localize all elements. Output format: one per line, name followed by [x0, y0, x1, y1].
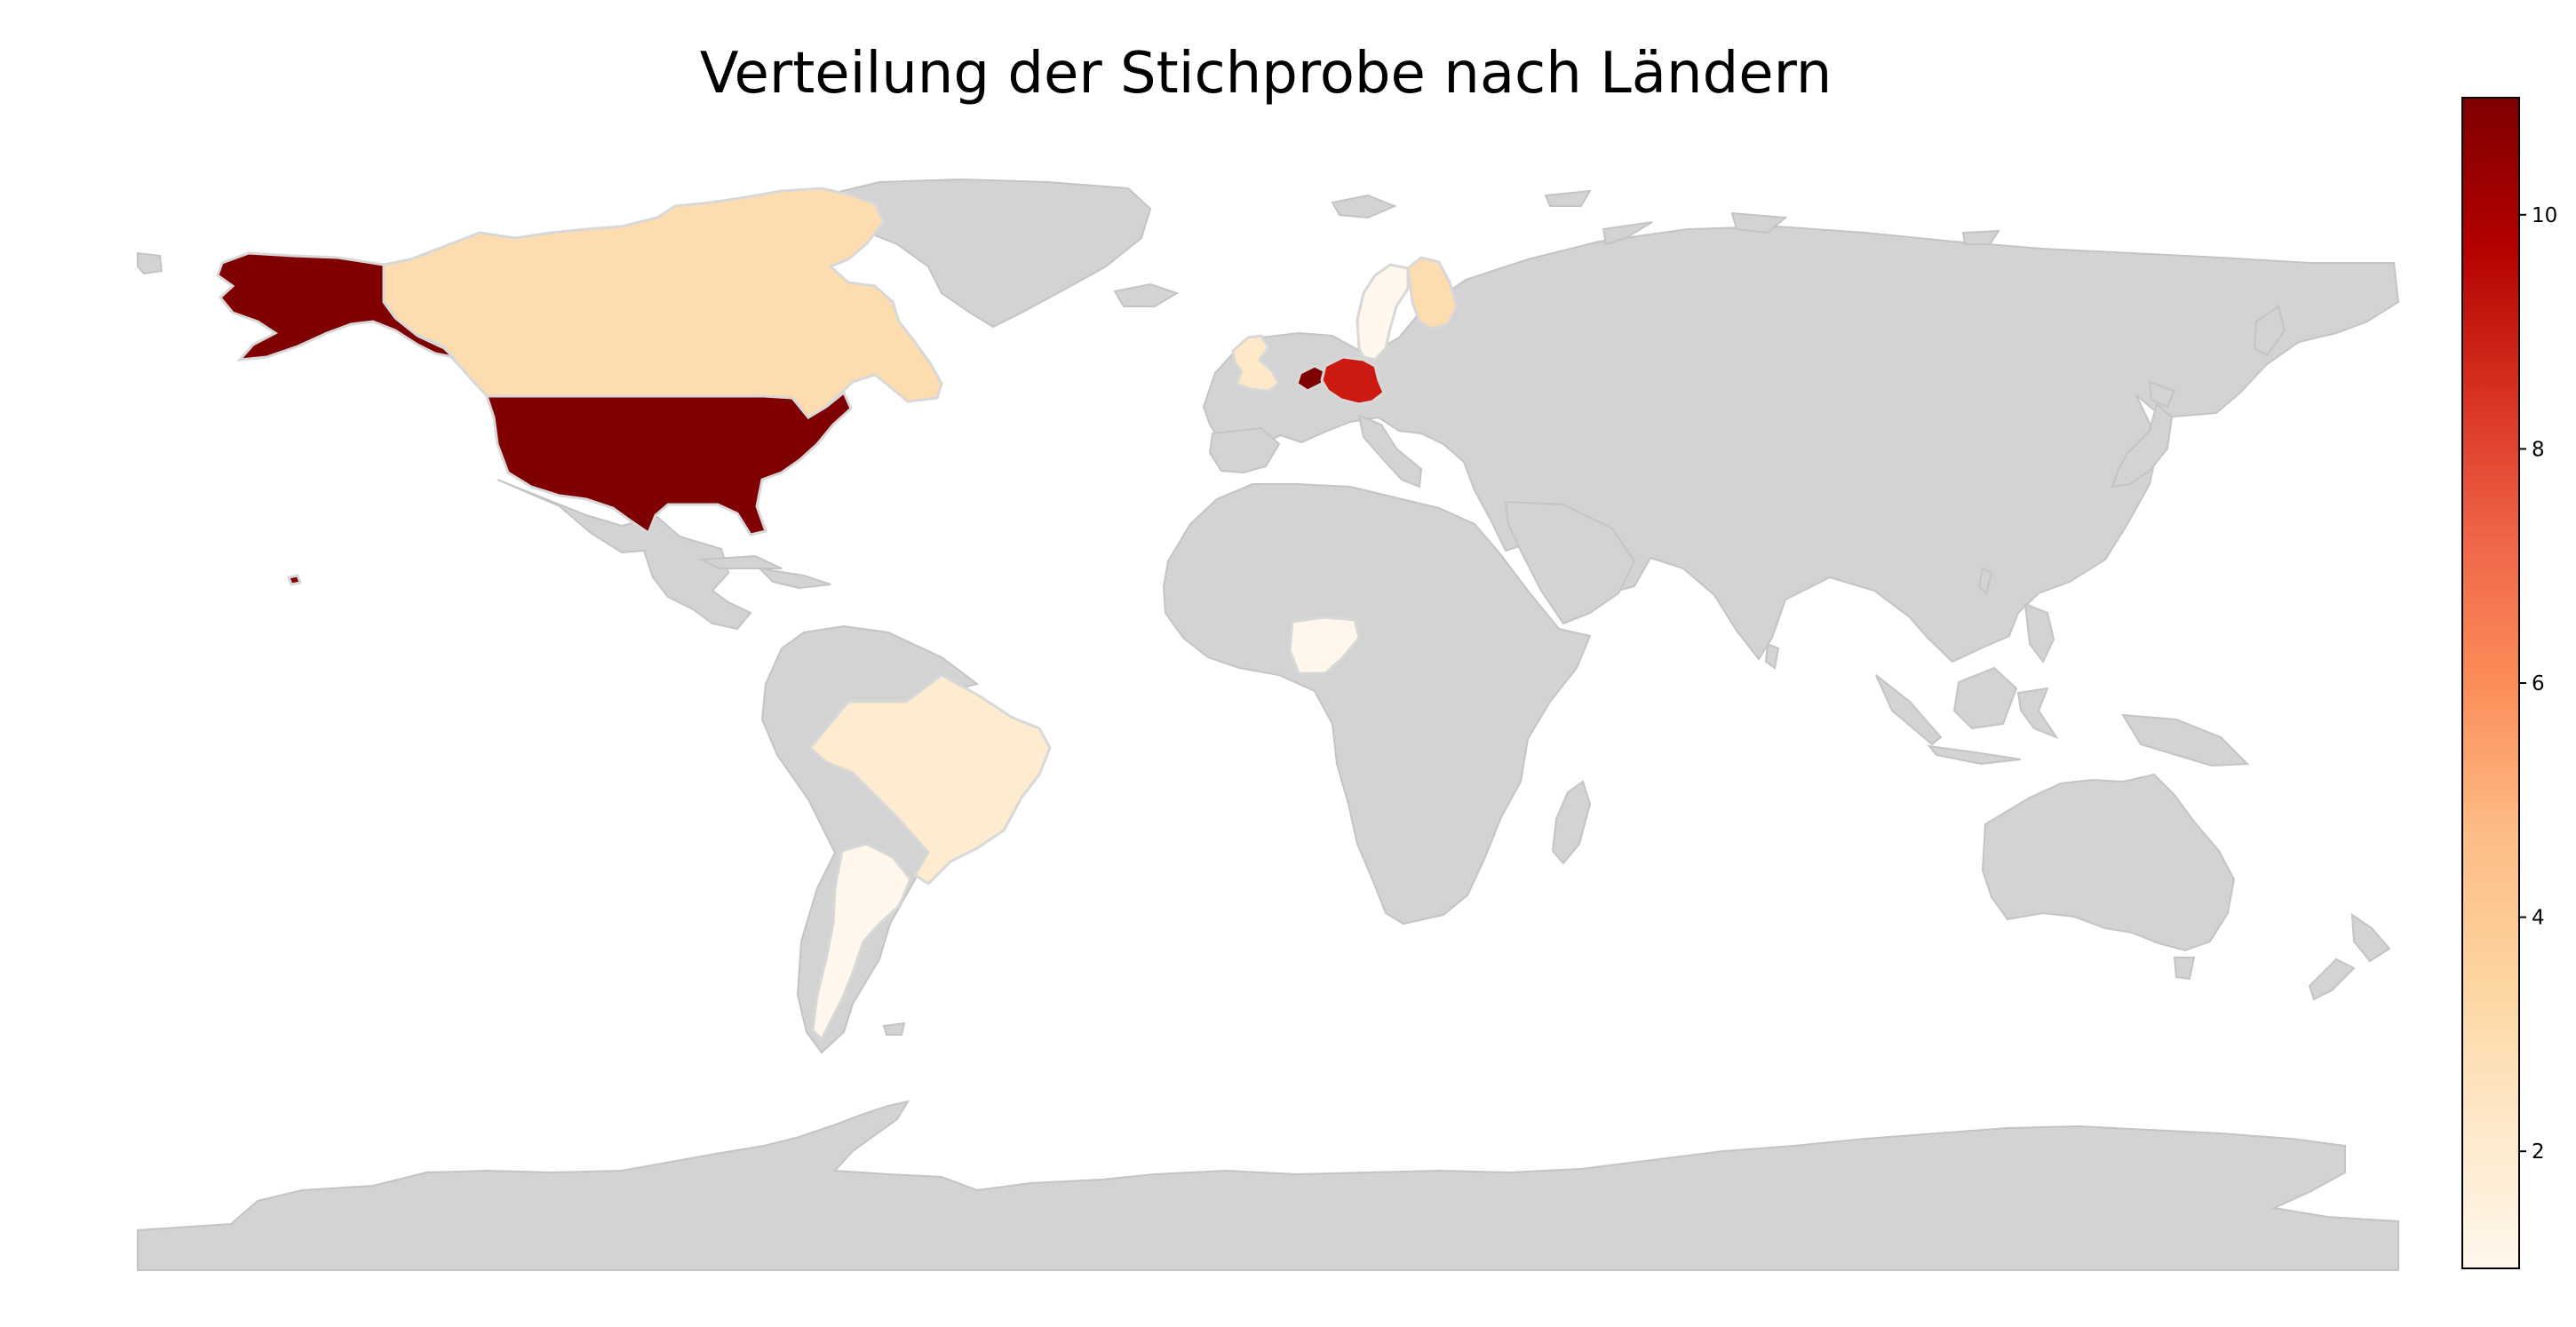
land-japan: [2111, 402, 2174, 489]
colorbar-gradient: [2461, 97, 2520, 1269]
land-madagascar: [1551, 780, 1592, 865]
country-argentina: [811, 842, 912, 1042]
land-sumatra: [1875, 674, 1943, 746]
country-netherlands: [1295, 364, 1327, 393]
land-eurasia: [1202, 225, 2400, 664]
colorbar: 2 4 6 8 10: [2461, 97, 2557, 1269]
land-franz-josef: [1544, 189, 1592, 207]
land-australia: [1981, 773, 2236, 952]
colorbar-tick-label: 4: [2532, 907, 2545, 930]
colorbar-tick-label: 8: [2532, 438, 2545, 461]
land-new-siberian: [1961, 229, 2000, 245]
land-sulawesi: [2016, 687, 2059, 740]
land-kamchatka: [2253, 305, 2286, 357]
map-title: Verteilung der Stichprobe nach Ländern: [699, 41, 1833, 107]
land-sri-lanka: [1764, 642, 1780, 670]
land-java: [1927, 744, 2022, 766]
colorbar-tick-label: 2: [2532, 1140, 2545, 1164]
country-finland: [1406, 256, 1459, 330]
land-hokkaido: [2148, 380, 2176, 409]
land-caribbean: [757, 567, 831, 590]
country-nigeria: [1288, 616, 1361, 675]
country-germany: [1320, 355, 1386, 406]
land-arabia: [1504, 500, 1636, 625]
country-brazil: [807, 673, 1052, 886]
country-canada: [382, 187, 943, 422]
colorbar-tick-label: 10: [2532, 204, 2557, 227]
land-philippines: [2023, 602, 2055, 664]
country-uk: [1231, 334, 1281, 393]
country-sweden: [1356, 263, 1410, 362]
country-usa: [484, 390, 853, 536]
land-falklands: [882, 1021, 906, 1036]
land-borneo: [1952, 666, 2018, 730]
land-south-america: [760, 624, 980, 1054]
land-severnaya: [1730, 211, 1788, 234]
land-novaya-zemlya: [1602, 221, 1653, 246]
land-chukotka-west: [137, 251, 163, 275]
land-no-data: [137, 178, 2400, 1271]
land-cuba: [698, 554, 783, 569]
land-taiwan: [1977, 567, 1993, 595]
land-tasmania: [2173, 957, 2196, 981]
colorbar-ticks: 2 4 6 8 10: [2519, 204, 2557, 1164]
land-africa: [1162, 483, 1592, 926]
country-alaska: [216, 251, 457, 362]
colorbar-tick-label: 6: [2532, 672, 2545, 695]
country-hawaii: [286, 574, 303, 586]
land-iceland: [1113, 282, 1180, 307]
countries-with-data: [216, 187, 1459, 1042]
land-svalbard: [1331, 194, 1397, 219]
land-new-zealand-south: [2308, 958, 2356, 1001]
land-new-guinea: [2121, 713, 2250, 767]
land-greenland: [815, 178, 1152, 329]
land-iberia: [1208, 426, 1281, 474]
land-antarctica: [137, 1100, 2399, 1271]
land-italy: [1357, 414, 1423, 489]
land-new-zealand: [2350, 913, 2391, 963]
